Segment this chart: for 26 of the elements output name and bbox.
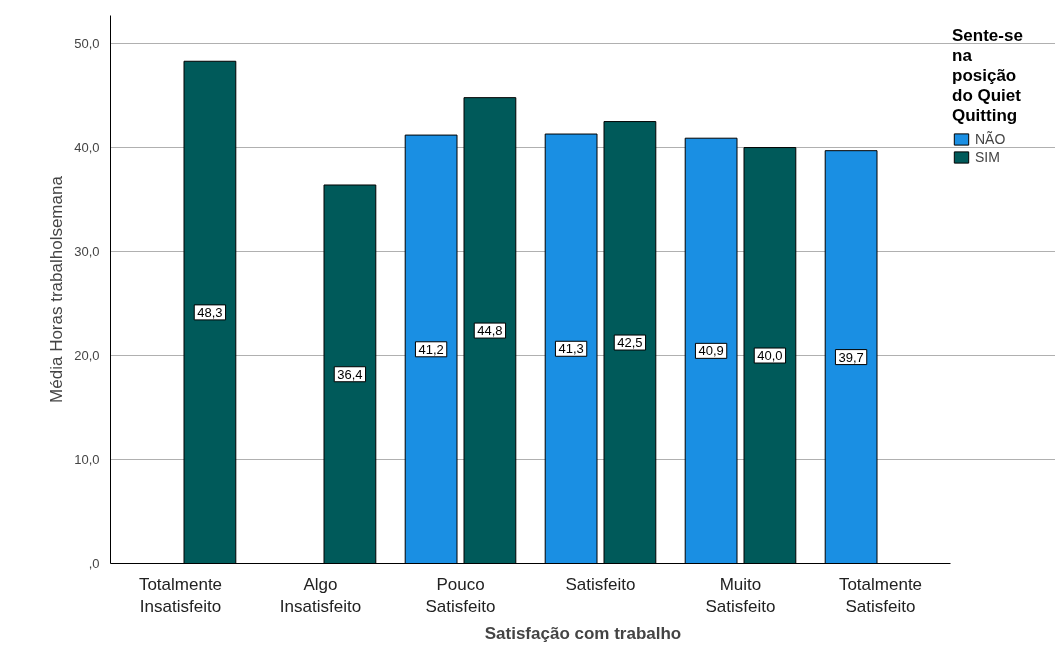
data-label: 41,3 xyxy=(558,341,584,357)
legend-title: Sente-se na posição do Quiet Quitting xyxy=(952,26,1023,126)
x-tick-label: Pouco Satisfeito xyxy=(425,574,496,617)
x-tick-label: Totalmente Satisfeito xyxy=(838,574,923,617)
x-tick-label: Algo Insatisfeito xyxy=(279,574,362,617)
y-tick-label: 10,0 xyxy=(74,452,100,468)
data-label: 42,5 xyxy=(617,335,643,351)
legend-label: NÃO xyxy=(975,131,1006,147)
legend-label: SIM xyxy=(975,149,1000,165)
x-axis-title: Satisfação com trabalho xyxy=(484,624,682,644)
y-axis-title: Média Horas trabalholsemana xyxy=(47,175,67,403)
data-label: 40,0 xyxy=(757,348,783,364)
data-label: 39,7 xyxy=(838,349,864,365)
data-label: 48,3 xyxy=(197,304,223,320)
data-label: 36,4 xyxy=(337,366,363,382)
y-tick-label: 50,0 xyxy=(74,36,100,52)
x-tick-label: Satisfeito xyxy=(565,574,636,594)
y-tick-label: ,0 xyxy=(88,556,100,571)
y-tick-label: 40,0 xyxy=(74,140,100,156)
data-label: 44,8 xyxy=(477,323,503,339)
data-label: 41,2 xyxy=(418,341,444,357)
y-tick-label: 30,0 xyxy=(74,244,100,260)
y-tick-label: 20,0 xyxy=(74,348,100,364)
x-tick-label: Muito Satisfeito xyxy=(705,574,776,617)
x-tick-label: Totalmente Insatisfeito xyxy=(138,574,223,617)
data-label: 40,9 xyxy=(698,343,724,359)
